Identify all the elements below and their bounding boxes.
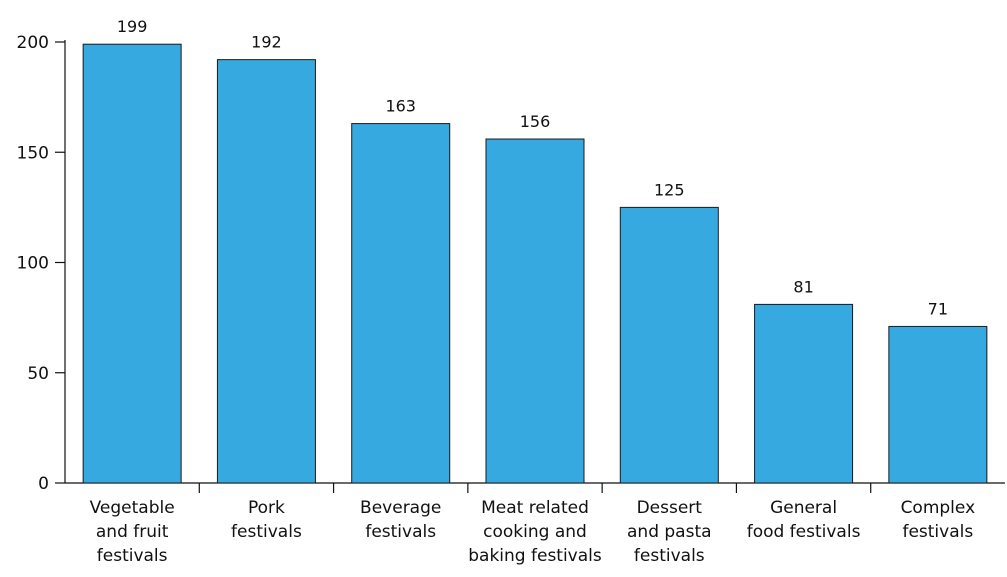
x-category-label-line: Meat related: [481, 498, 589, 518]
x-category-label: General food festivals: [747, 498, 861, 542]
value-labels: 199 192 163 156 125 81 71: [117, 17, 948, 318]
bar-value-label: 125: [654, 180, 685, 199]
x-category-label: Meat related cooking and baking festivals: [468, 498, 602, 566]
x-category-label-line: baking festivals: [468, 546, 602, 566]
bar-value-label: 199: [117, 17, 148, 36]
bar-value-label: 81: [793, 277, 813, 296]
bar-value-label: 163: [385, 97, 416, 116]
x-category-label: Dessert and pasta festivals: [627, 498, 712, 566]
x-category-label-line: and pasta: [627, 522, 712, 542]
x-category-label-line: food festivals: [747, 522, 861, 542]
category-labels: Vegetable and fruit festivals Pork festivals…: [90, 498, 976, 566]
x-axis: [65, 482, 1005, 493]
x-category-label: Beverage festivals: [360, 498, 441, 542]
x-category-label-line: festivals: [634, 546, 705, 566]
x-category-label-line: festivals: [365, 522, 436, 542]
bar: [485, 138, 585, 484]
x-category-label-line: Beverage: [360, 498, 441, 518]
x-category-label-line: Dessert: [637, 498, 703, 518]
x-category-label: Complex festivals: [901, 498, 976, 542]
y-tick-label: 150: [17, 143, 49, 163]
bar-value-label: 71: [928, 299, 948, 318]
bar-value-label: 156: [520, 112, 551, 131]
x-category-label-line: Complex: [901, 498, 976, 518]
x-category-label-line: festivals: [231, 522, 302, 542]
bars: [82, 43, 988, 484]
bar: [754, 303, 854, 484]
x-category-label-line: festivals: [97, 546, 168, 566]
x-category-label-line: and fruit: [96, 522, 169, 542]
y-axis: 0 50 100 150 200: [17, 33, 66, 494]
x-category-label-line: General: [770, 498, 837, 518]
y-tick-label: 0: [38, 474, 49, 494]
y-tick-label: 50: [27, 364, 49, 384]
y-tick-label: 200: [17, 33, 49, 53]
x-category-label: Vegetable and fruit festivals: [90, 498, 175, 566]
bar-value-label: 192: [251, 33, 282, 52]
x-category-label: Pork festivals: [231, 498, 302, 542]
y-tick-label: 100: [17, 254, 49, 274]
bar: [82, 43, 182, 484]
bar: [619, 206, 719, 484]
x-category-label-line: festivals: [902, 522, 973, 542]
x-category-label-line: Vegetable: [90, 498, 175, 518]
bar: [888, 325, 988, 484]
bar: [351, 123, 451, 484]
bar: [216, 59, 316, 484]
x-category-label-line: cooking and: [483, 522, 587, 542]
x-category-label-line: Pork: [248, 498, 285, 518]
